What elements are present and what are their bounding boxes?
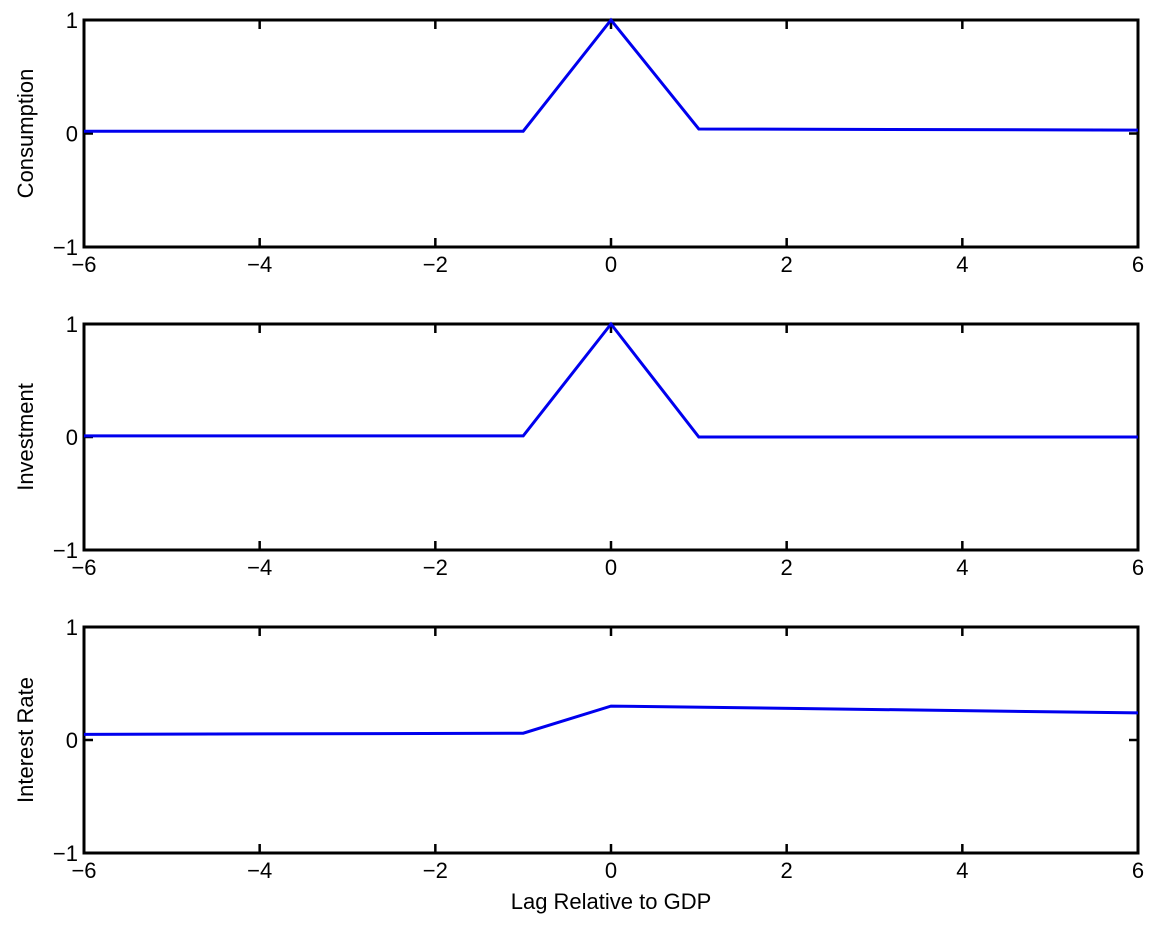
x-tick-label: −6: [71, 858, 96, 883]
x-axis-label: Lag Relative to GDP: [511, 889, 712, 914]
x-tick-label: 4: [956, 858, 968, 883]
x-tick-label: 4: [956, 555, 968, 580]
x-tick-label: 6: [1132, 858, 1144, 883]
y-tick-label: 0: [66, 122, 78, 147]
plot-frame: [82, 625, 1140, 855]
x-tick-label: 0: [605, 858, 617, 883]
x-tick-label: 6: [1132, 252, 1144, 277]
y-tick-label: −1: [53, 538, 78, 563]
x-tick-label: 2: [781, 858, 793, 883]
x-tick-label: 0: [605, 252, 617, 277]
x-tick-label: −4: [247, 858, 272, 883]
y-tick-label: −1: [53, 235, 78, 260]
y-tick-label: −1: [53, 841, 78, 866]
x-tick-label: −2: [423, 555, 448, 580]
x-tick-label: 4: [956, 252, 968, 277]
x-tick-label: −4: [247, 555, 272, 580]
y-axis-label: Investment: [13, 383, 38, 491]
y-tick-label: 1: [66, 312, 78, 337]
subplot-3: −6 −4 −2 0 2 4 6 −1 0 1 Interest Rate Lag Relative …: [13, 615, 1144, 914]
y-tick-label: 1: [66, 8, 78, 33]
series-line: [84, 321, 1138, 439]
x-tick-label: −2: [423, 858, 448, 883]
y-tick-label: 1: [66, 615, 78, 640]
y-tick-label: 0: [66, 425, 78, 450]
plot-frame: [82, 18, 1140, 249]
subplot-2: −6 −4 −2 0 2 4 6 −1 0 1 Investment: [13, 312, 1144, 580]
y-tick-label: 0: [66, 728, 78, 753]
series-line: [84, 17, 1139, 133]
y-axis-label: Interest Rate: [13, 677, 38, 803]
x-tick-label: −2: [423, 252, 448, 277]
x-tick-label: −6: [71, 555, 96, 580]
x-tick-label: −4: [247, 252, 272, 277]
x-tick-label: 0: [605, 555, 617, 580]
x-tick-label: 2: [781, 252, 793, 277]
y-axis-label: Consumption: [13, 69, 38, 199]
series-line: [83, 704, 1139, 736]
subplot-1: −6 −4 −2 0 2 4 6 −1 0 1 Consumption: [13, 8, 1144, 277]
x-tick-label: −6: [71, 252, 96, 277]
x-tick-label: 2: [781, 555, 793, 580]
x-tick-label: 6: [1132, 555, 1144, 580]
